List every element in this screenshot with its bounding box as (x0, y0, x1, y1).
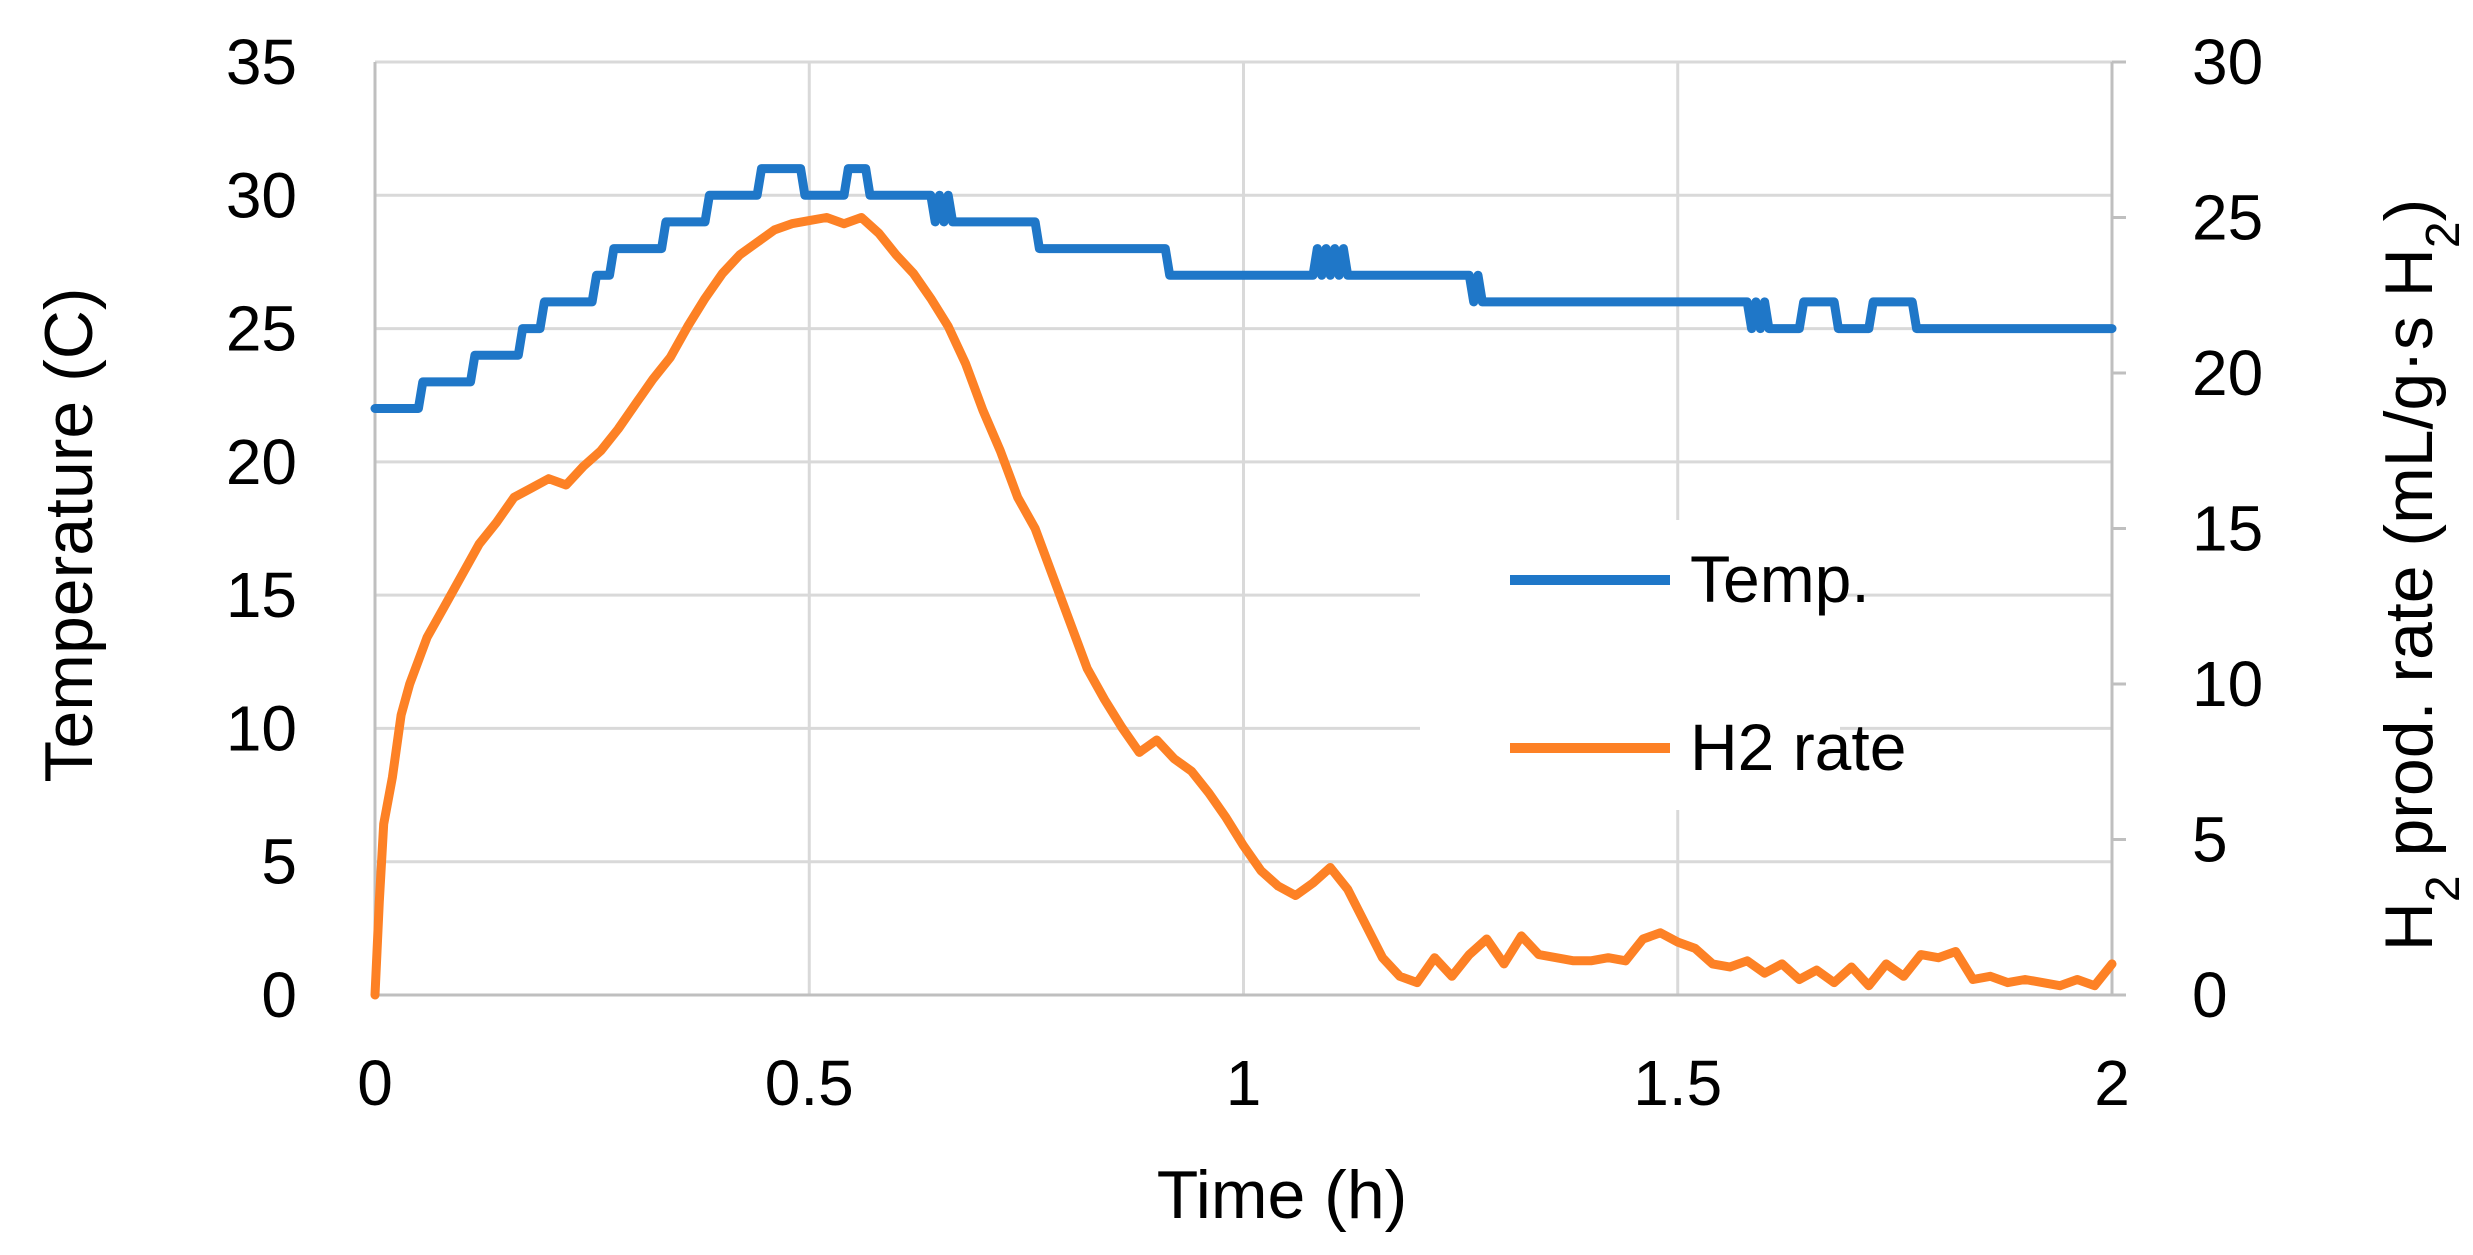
y-right-tick-label: 0 (2192, 959, 2228, 1031)
series-line-h2-rate (370, 213, 2117, 1000)
y-right-label-sub2: 2 (2417, 221, 2470, 248)
legend: Temp. H2 rate (1420, 520, 1906, 810)
x-tick-label: 1.5 (1633, 1047, 1722, 1119)
legend-label-h2-rate: H2 rate (1690, 710, 1906, 784)
y-left-tick-label: 10 (226, 692, 297, 764)
y-right-tick-label: 5 (2192, 804, 2228, 876)
y-right-tick-label: 25 (2192, 182, 2263, 254)
x-tick-label: 0 (357, 1047, 393, 1119)
y-right-label-end: ) (2371, 199, 2447, 222)
y-right-tick-label: 15 (2192, 493, 2263, 565)
y-left-tick-label: 35 (226, 26, 297, 98)
series-lines (370, 164, 2117, 1000)
x-tick-label: 1 (1226, 1047, 1262, 1119)
gridlines (375, 60, 2112, 995)
y-left-tick-label: 25 (226, 293, 297, 365)
legend-background (1420, 520, 1840, 810)
series-line-temp (370, 164, 2117, 413)
x-tick-label: 2 (2094, 1047, 2130, 1119)
y-left-axis-label: Temperature (C) (31, 287, 107, 782)
y-right-tick-label: 10 (2192, 648, 2263, 720)
y-left-tick-label: 20 (226, 426, 297, 498)
y-left-tick-label: 15 (226, 559, 297, 631)
y-left-tick-label: 5 (261, 826, 297, 898)
x-tick-label: 0.5 (765, 1047, 854, 1119)
y-right-label-sub: 2 (2417, 875, 2470, 902)
y-right-tick-label: 20 (2192, 337, 2263, 409)
y-right-label-h: H (2371, 902, 2447, 951)
y-right-axis-label: H2 prod. rate (mL/g·s H2) (2371, 199, 2470, 951)
y-left-tick-label: 30 (226, 159, 297, 231)
x-axis-label: Time (h) (1157, 1157, 1408, 1233)
axes (373, 60, 2126, 997)
y-right-label-mid: prod. rate (mL/g·s H (2371, 248, 2447, 875)
y-right-tick-label: 30 (2192, 26, 2263, 98)
y-left-tick-label: 0 (261, 959, 297, 1031)
legend-label-temp: Temp. (1690, 542, 1870, 616)
